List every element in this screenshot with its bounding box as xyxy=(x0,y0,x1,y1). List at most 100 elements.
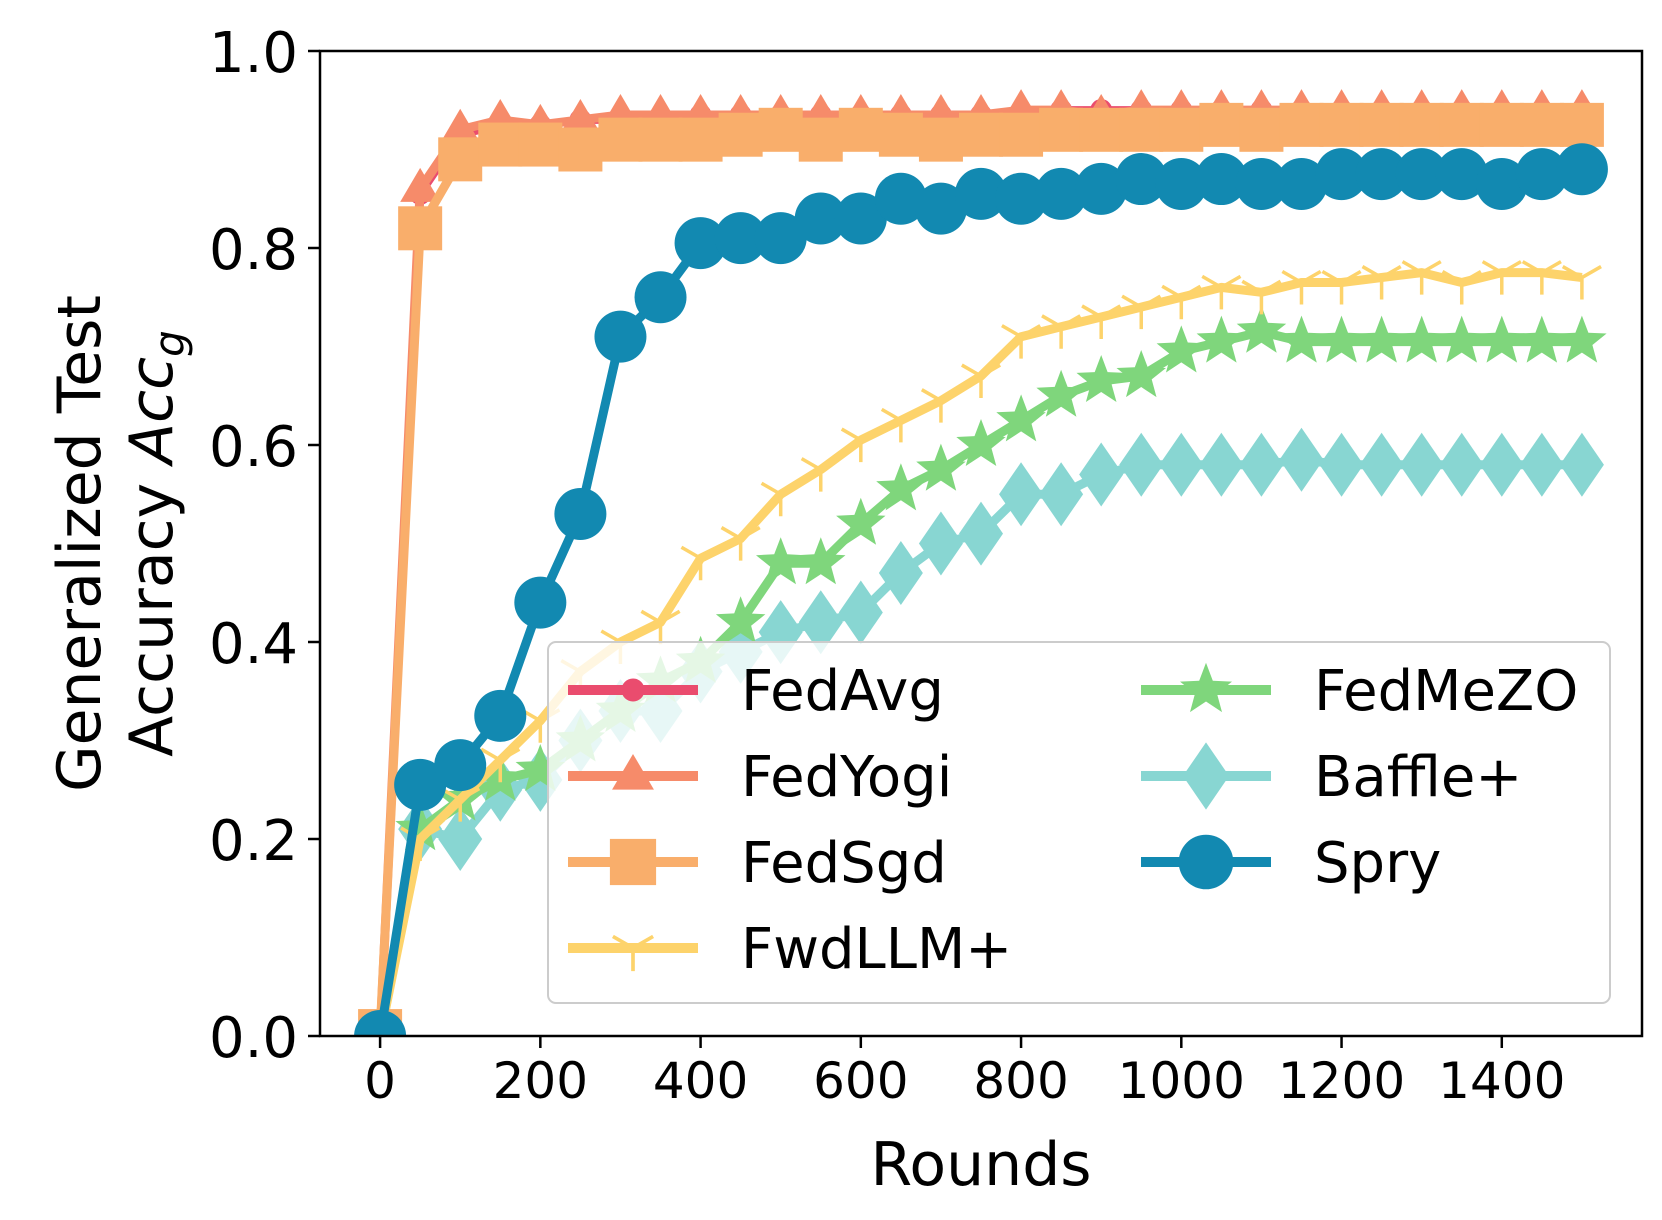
legend-item-fedmezo: FedMeZO xyxy=(1141,659,1578,724)
marker-fedmezo xyxy=(1156,325,1206,373)
marker-fedsgd xyxy=(678,117,723,162)
marker-fwdllm xyxy=(1521,260,1562,295)
y-tick-label: 1.0 xyxy=(209,21,298,86)
legend-marker-baffle xyxy=(1182,742,1230,810)
marker-fedmezo xyxy=(996,394,1046,442)
x-axis-title: Rounds xyxy=(870,1130,1091,1200)
marker-spry xyxy=(634,271,687,324)
y-axis-title: Generalized Test Accuracy Accg xyxy=(45,295,194,792)
x-tick-label: 1000 xyxy=(1118,1052,1245,1110)
marker-fedmezo xyxy=(916,443,966,491)
legend-label: Spry xyxy=(1314,831,1441,896)
marker-spry xyxy=(1355,148,1408,201)
marker-spry xyxy=(995,172,1048,225)
marker-fedsgd xyxy=(1159,107,1204,152)
marker-fedmezo xyxy=(1517,315,1567,363)
marker-spry xyxy=(514,576,567,629)
marker-fedmezo xyxy=(1437,315,1487,363)
marker-fedmezo xyxy=(1076,355,1126,402)
marker-fedmezo xyxy=(956,419,1006,466)
marker-fedsgd xyxy=(758,107,803,152)
marker-fwdllm xyxy=(1041,314,1082,349)
marker-fedsgd xyxy=(558,127,603,172)
marker-fedmezo xyxy=(515,744,566,792)
marker-fedmezo xyxy=(1036,369,1086,417)
ticks-layer: 0 200 400 600 800 1000 1200 1400 0.0 0.2 0.4 0.6 0.8… xyxy=(209,21,1565,1110)
marker-fedsgd xyxy=(1039,107,1084,152)
marker-spry xyxy=(874,172,927,225)
marker-fedmezo xyxy=(395,803,445,851)
marker-spry xyxy=(955,167,1007,220)
marker-fedyogi xyxy=(560,98,601,133)
legend-marker-spry xyxy=(1178,834,1234,890)
marker-fedsgd xyxy=(999,112,1044,157)
marker-spry xyxy=(474,689,527,742)
marker-fwdllm xyxy=(1161,284,1202,320)
marker-fedsgd xyxy=(1359,102,1404,147)
marker-spry xyxy=(1395,148,1448,201)
legend-frame xyxy=(547,641,1611,1004)
marker-fedsgd xyxy=(878,112,923,157)
marker-baffle xyxy=(1479,432,1524,497)
x-tick-label: 0 xyxy=(364,1052,396,1110)
legend-label: FedSgd xyxy=(741,831,947,896)
marker-spry xyxy=(834,192,887,245)
marker-spry xyxy=(1075,162,1128,215)
marker-fedsgd xyxy=(1239,107,1284,152)
marker-fwdllm xyxy=(1281,269,1322,305)
marker-spry xyxy=(914,182,967,235)
x-tick-label: 200 xyxy=(493,1052,588,1110)
marker-baffle xyxy=(1079,442,1124,507)
legend-item-spry: Spry xyxy=(1141,831,1441,896)
marker-baffle xyxy=(959,501,1003,566)
marker-fedmezo xyxy=(1276,315,1327,363)
plot-frame xyxy=(318,49,1644,1038)
marker-fedsgd xyxy=(398,206,443,251)
series-fedsgd xyxy=(358,102,1604,1036)
legend-item-fedyogi: FedYogi xyxy=(568,745,952,810)
marker-fwdllm xyxy=(1121,294,1162,330)
marker-fedsgd xyxy=(1319,102,1364,147)
marker-spry xyxy=(754,212,807,265)
marker-fedmezo xyxy=(1116,350,1166,398)
marker-fwdllm xyxy=(640,609,681,645)
marker-spry xyxy=(594,310,647,363)
marker-baffle xyxy=(1559,432,1604,497)
marker-baffle xyxy=(1519,432,1564,497)
marker-baffle xyxy=(1119,432,1164,497)
marker-spry xyxy=(554,487,607,540)
marker-spry xyxy=(1115,153,1168,206)
y-axis-title-math: Acc xyxy=(117,357,187,468)
marker-fedmezo xyxy=(1356,315,1407,363)
marker-fwdllm xyxy=(1481,260,1522,295)
marker-fedmezo xyxy=(1236,305,1287,353)
marker-fedmezo xyxy=(1477,315,1527,363)
marker-fedmezo xyxy=(1196,315,1247,363)
marker-baffle xyxy=(918,511,963,576)
marker-fedmezo xyxy=(1557,315,1607,363)
marker-spry xyxy=(1475,157,1528,210)
legend-marker-fedsgd xyxy=(609,838,657,886)
marker-fwdllm xyxy=(1001,324,1042,359)
marker-spry xyxy=(354,1010,407,1036)
marker-spry xyxy=(394,758,447,811)
marker-spry xyxy=(1155,157,1208,210)
y-axis-title-prefix: Accuracy xyxy=(117,464,187,757)
marker-fedmezo xyxy=(796,537,846,585)
marker-fedmezo xyxy=(836,497,886,545)
legend-marker-fedmezo xyxy=(1180,662,1232,713)
marker-baffle xyxy=(838,580,883,645)
marker-fedsgd xyxy=(1519,102,1564,147)
marker-fwdllm xyxy=(1561,265,1602,300)
y-tick-label: 0.2 xyxy=(209,809,298,874)
marker-fedsgd xyxy=(718,112,763,157)
marker-fwdllm xyxy=(480,747,521,783)
marker-spry xyxy=(1275,157,1328,210)
legend-label: Baffle+ xyxy=(1314,745,1522,810)
marker-spry xyxy=(1195,153,1248,206)
marker-fwdllm xyxy=(1081,304,1122,339)
marker-fwdllm xyxy=(920,388,961,423)
legend-label: FedMeZO xyxy=(1314,659,1578,724)
marker-fedmezo xyxy=(715,596,766,644)
